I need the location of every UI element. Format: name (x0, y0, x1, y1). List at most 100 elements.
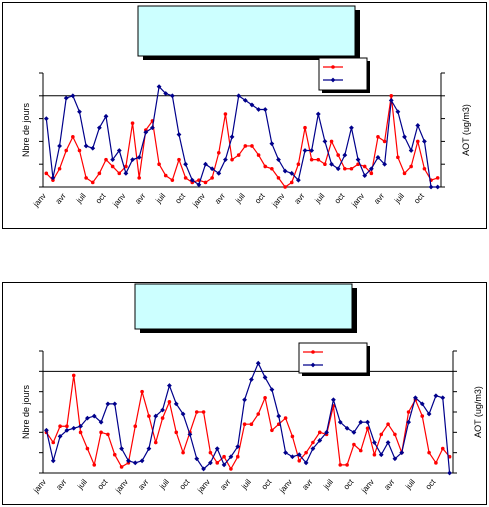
data-point (44, 427, 49, 433)
x-tick-label: avr (136, 477, 150, 492)
plot-area: janv avr juil oct janv avr juil oct janv avr juil o… (21, 350, 483, 496)
data-point (263, 395, 267, 400)
data-point (283, 416, 288, 420)
legend-marker (311, 350, 315, 354)
data-point (406, 410, 411, 414)
data-point (63, 95, 69, 101)
data-point (413, 395, 418, 401)
data-point (203, 180, 208, 185)
x-tick-label: avr (133, 191, 147, 206)
chart-top: janv avr juil oct janv avr juil oct janv avr juil o… (21, 5, 471, 210)
data-point (70, 93, 76, 99)
series-line (45, 361, 451, 474)
data-point (329, 139, 334, 144)
x-tick-label: janv (31, 478, 48, 496)
data-point (295, 177, 301, 183)
data-point (316, 157, 321, 162)
data-point (160, 416, 165, 420)
data-point (440, 395, 446, 401)
data-point (290, 434, 295, 439)
data-point (409, 164, 413, 169)
data-point (163, 173, 168, 178)
x-tick-label: oct (412, 191, 426, 206)
x-tick-label: avr (218, 477, 232, 492)
data-point (130, 157, 135, 163)
data-point (255, 360, 261, 366)
data-point (355, 157, 361, 163)
data-point (317, 438, 323, 443)
data-point (372, 440, 377, 445)
x-tick-label: juil (75, 477, 89, 491)
data-point (372, 452, 377, 457)
data-point (214, 446, 220, 452)
data-point (169, 93, 175, 99)
data-point (309, 157, 314, 162)
data-point (106, 432, 110, 437)
data-point (64, 148, 69, 153)
data-point (415, 139, 420, 144)
data-point (44, 171, 49, 176)
data-point (119, 446, 124, 452)
data-point (256, 412, 261, 416)
data-point (91, 413, 97, 419)
data-point (124, 164, 128, 169)
series-line (45, 375, 451, 471)
series-2 (44, 360, 452, 476)
data-point (388, 97, 394, 103)
series-line (45, 95, 438, 188)
data-point (57, 166, 62, 171)
data-point (181, 450, 185, 455)
data-point (140, 389, 144, 394)
data-point (57, 143, 62, 149)
data-point (194, 410, 199, 414)
x-tick-label: janv (277, 478, 294, 496)
data-point (304, 450, 308, 455)
data-point (170, 178, 175, 182)
data-point (427, 450, 431, 455)
title-box (134, 283, 357, 333)
data-point (276, 413, 282, 419)
data-point (71, 425, 77, 431)
x-tick-label: avr (300, 477, 314, 492)
legend-marker (310, 362, 316, 368)
data-point (235, 444, 241, 449)
legend-box (318, 57, 368, 91)
data-point (119, 465, 124, 469)
data-point (97, 171, 102, 176)
data-point (249, 422, 254, 426)
data-point (329, 161, 334, 167)
x-tick-label: oct (178, 477, 192, 492)
data-point (116, 148, 122, 153)
data-point (342, 152, 348, 158)
data-point (96, 125, 102, 131)
data-point (249, 377, 254, 382)
y2-axis-title: AOT (ug/m3) (461, 104, 471, 156)
data-point (315, 111, 321, 117)
data-point (65, 424, 69, 429)
data-point (369, 171, 374, 176)
data-point (90, 180, 95, 185)
data-point (376, 135, 380, 139)
x-tick-label: oct (424, 477, 438, 492)
data-point (379, 432, 384, 437)
data-point (428, 184, 434, 190)
x-tick-label: avr (54, 191, 68, 206)
data-point (335, 166, 341, 172)
data-point (137, 176, 141, 180)
x-tick-label: oct (260, 477, 274, 492)
data-point (223, 157, 228, 163)
x-tick-label: janv (349, 192, 366, 210)
x-tick-label: avr (213, 191, 227, 206)
data-point (174, 430, 179, 435)
data-point (276, 176, 281, 180)
data-point (235, 454, 240, 459)
data-point (289, 180, 294, 185)
data-point (201, 410, 206, 414)
data-point (130, 121, 135, 125)
data-point (215, 461, 220, 465)
data-point (216, 151, 221, 155)
data-point (389, 94, 394, 98)
data-point (77, 148, 82, 153)
data-point (433, 393, 439, 399)
data-point (435, 176, 440, 180)
